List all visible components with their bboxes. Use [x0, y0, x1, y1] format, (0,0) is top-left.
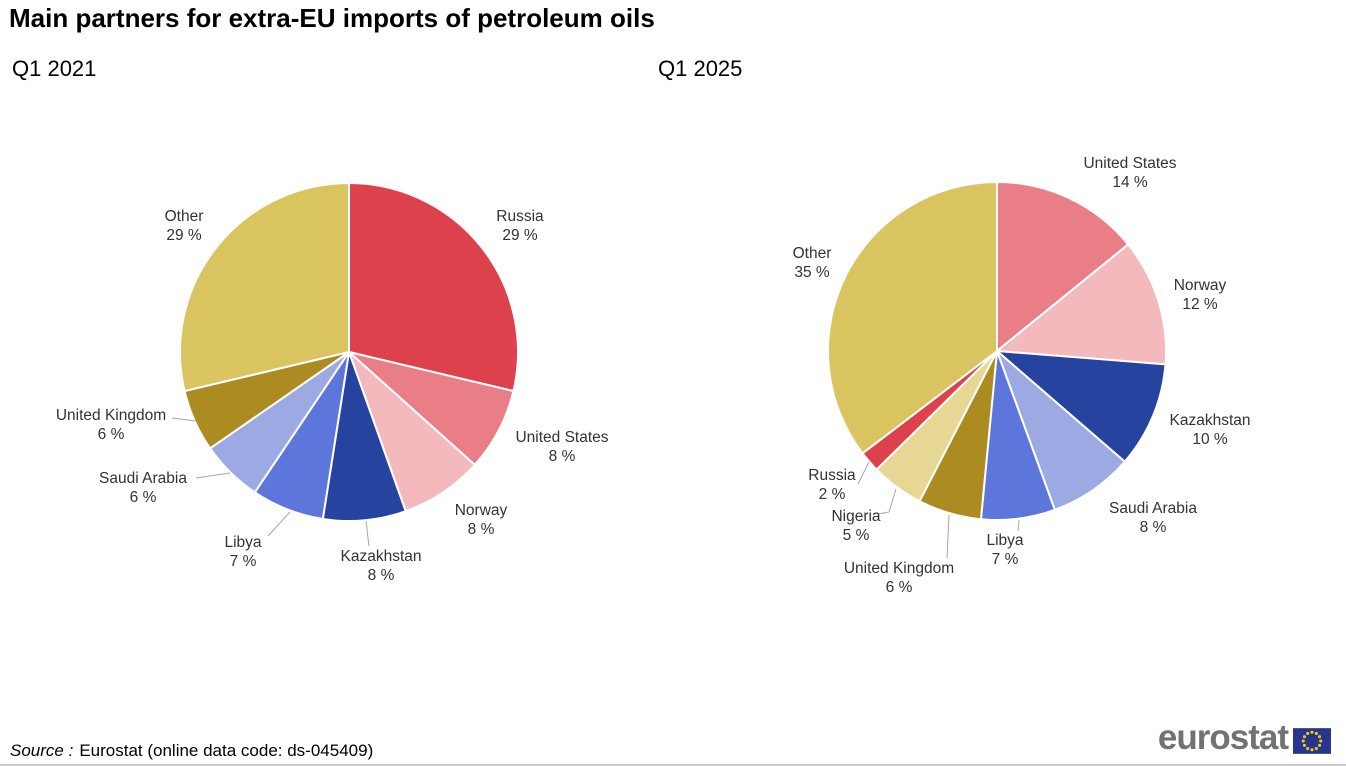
eu-flag-star: [1310, 747, 1314, 751]
leader-line-libya: [1017, 519, 1020, 532]
slice-label-saudi-arabia: Saudi Arabia 6 %: [99, 470, 187, 506]
subtitle-q1-2021: Q1 2021: [12, 56, 97, 81]
eu-flag-star: [1302, 734, 1306, 738]
slice-label-saudi-arabia: Saudi Arabia 8 %: [1109, 500, 1197, 536]
pie-chart-q1-2021: Russia 29 % United States 8 % Norway 8 % Kazak…: [56, 182, 609, 584]
slice-label-united-states: United States 8 %: [515, 429, 608, 465]
eurostat-logo: eurostat: [1158, 720, 1331, 755]
slice-label-other: Other 35 %: [793, 245, 832, 281]
eu-flag-star: [1314, 731, 1318, 735]
pie-slice-other: [827, 181, 998, 455]
slice-label-united-states: United States 14 %: [1083, 155, 1176, 191]
pie-slice-other: [179, 182, 350, 393]
slice-label-united-kingdom: United Kingdom 6 %: [844, 560, 954, 596]
slice-label-nigeria: Nigeria 5 %: [831, 508, 880, 544]
pie-slice-united-states: [996, 181, 1130, 352]
eu-flag-star: [1318, 743, 1322, 747]
eu-flag-star: [1306, 746, 1310, 750]
slice-label-libya: Libya 7 %: [224, 534, 261, 570]
slice-label-kazakhstan: Kazakhstan 8 %: [341, 548, 422, 584]
slice-label-russia: Russia 2 %: [808, 467, 856, 503]
eu-flag-icon: [1293, 727, 1331, 754]
eu-flag-star: [1310, 730, 1314, 734]
leader-line-russia: [857, 461, 870, 485]
eu-flag-star: [1314, 746, 1318, 750]
pie-slice-russia: [348, 182, 519, 393]
leader-line-kazakhstan: [365, 520, 370, 547]
slice-label-russia: Russia 29 %: [496, 208, 544, 244]
leader-line-nigeria: [877, 488, 897, 515]
slice-label-other: Other 29 %: [165, 208, 204, 244]
eu-flag-star: [1306, 731, 1310, 735]
leader-line-libya: [267, 511, 291, 537]
eu-flag-star: [1302, 743, 1306, 747]
slice-label-libya: Libya 7 %: [986, 532, 1023, 568]
source-note: Source : Eurostat (online data code: ds-0…: [10, 741, 373, 761]
eu-flag-star: [1318, 734, 1322, 738]
slice-label-kazakhstan: Kazakhstan 10 %: [1170, 412, 1251, 448]
leader-line-saudi-arabia: [195, 472, 231, 479]
pie-slice-norway: [996, 243, 1167, 366]
pie-chart-q1-2025: United States 14 % Norway 12 % Kazakhstan 10 …: [793, 155, 1251, 596]
eu-flag-star: [1301, 738, 1305, 743]
subtitle-q1-2025: Q1 2025: [658, 56, 743, 81]
source-text: Eurostat (online data code: ds-045409): [79, 741, 374, 760]
slice-label-norway: Norway 8 %: [455, 502, 508, 538]
page-title: Main partners for extra-EU imports of pe…: [9, 3, 655, 33]
eurostat-logo-text: eurostat: [1157, 718, 1289, 757]
eu-flag-star: [1319, 738, 1323, 743]
leader-line-united-kingdom: [946, 514, 950, 559]
source-label: Source :: [10, 741, 74, 760]
leader-line-united-kingdom: [171, 417, 197, 422]
slice-label-norway: Norway 12 %: [1174, 277, 1227, 313]
pie-slice-kazakhstan: [996, 350, 1167, 463]
slice-label-united-kingdom: United Kingdom 6 %: [56, 407, 166, 443]
